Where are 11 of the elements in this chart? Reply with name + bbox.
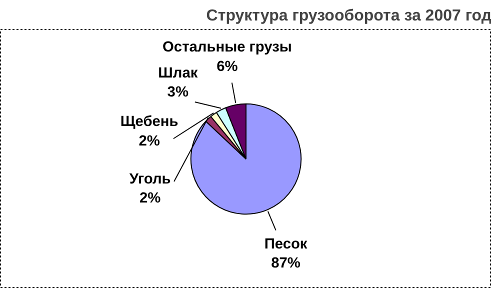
data-label: 2% xyxy=(138,133,160,150)
data-label: 87% xyxy=(271,256,300,272)
slice-label: Песок xyxy=(264,236,308,252)
slice-label: Остальные грузы xyxy=(162,40,292,56)
data-label: 6% xyxy=(216,58,238,75)
slice-label: Шлак xyxy=(158,65,198,82)
slice-label: Щебень xyxy=(120,114,178,130)
data-label: 3% xyxy=(167,84,189,101)
data-label: 2% xyxy=(139,190,161,207)
text: Структура грузооборота за 2007 год xyxy=(206,8,491,24)
slice-label: Уголь xyxy=(129,171,171,188)
